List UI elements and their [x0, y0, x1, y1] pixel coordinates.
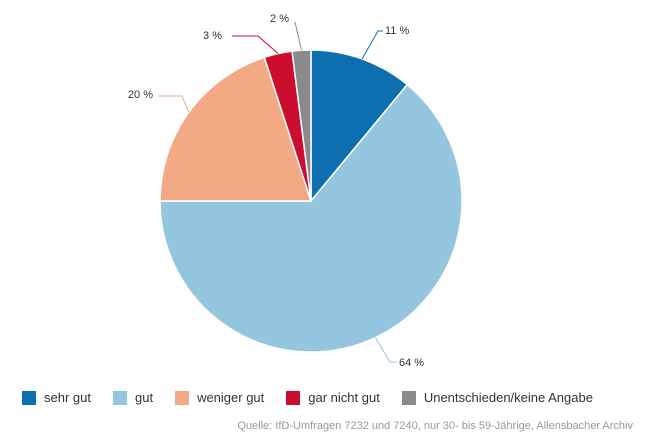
value-label-gar-nicht-gut: 3 % — [203, 30, 222, 42]
leader-line-sehr-gut — [361, 30, 383, 60]
pie-slice-sehr-gut — [310, 49, 409, 204]
legend-swatch-gar-nicht-gut — [286, 390, 301, 405]
legend-item-weniger-gut: weniger gut — [175, 390, 264, 405]
source-note: Quelle: IfD-Umfragen 7232 und 7240, nur … — [237, 420, 633, 432]
legend-label-sehr-gut: sehr gut — [44, 390, 91, 405]
pie-slice-weniger-gut — [159, 56, 313, 202]
leader-line-gar-nicht-gut — [232, 35, 279, 54]
legend-item-sehr-gut: sehr gut — [22, 390, 91, 405]
chart-legend: sehr gut gut weniger gut gar nicht gut U… — [22, 390, 615, 405]
legend-label-gar-nicht-gut: gar nicht gut — [308, 390, 380, 405]
pie-chart: 11 % 64 % 20 % 3 % 2 % — [128, 13, 463, 369]
pie-value-labels: 11 % 64 % 20 % 3 % 2 % — [128, 13, 424, 369]
legend-item-unentschieden: Unentschieden/keine Angabe — [401, 390, 593, 405]
pie-slice-unentschieden — [291, 49, 312, 202]
legend-swatch-sehr-gut — [22, 390, 36, 405]
pie-slices — [159, 49, 463, 353]
value-label-unentschieden: 2 % — [270, 13, 289, 25]
legend-label-unentschieden: Unentschieden/keine Angabe — [423, 390, 593, 405]
legend-swatch-gut — [112, 390, 127, 405]
pie-leader-lines — [158, 21, 397, 363]
legend-swatch-weniger-gut — [175, 390, 190, 405]
value-label-sehr-gut: 11 % — [385, 25, 409, 37]
legend-swatch-unentschieden — [401, 390, 416, 405]
value-label-weniger-gut: 20 % — [128, 89, 153, 101]
legend-label-weniger-gut: weniger gut — [197, 390, 265, 405]
legend-item-gar-nicht-gut: gar nicht gut — [286, 390, 380, 405]
leader-line-unentschieden — [294, 21, 302, 51]
leader-line-weniger-gut — [158, 95, 190, 113]
value-label-gut: 64 % — [399, 357, 424, 369]
legend-label-gut: gut — [134, 390, 154, 405]
legend-item-gut: gut — [112, 390, 154, 405]
leader-line-gut — [374, 337, 397, 363]
